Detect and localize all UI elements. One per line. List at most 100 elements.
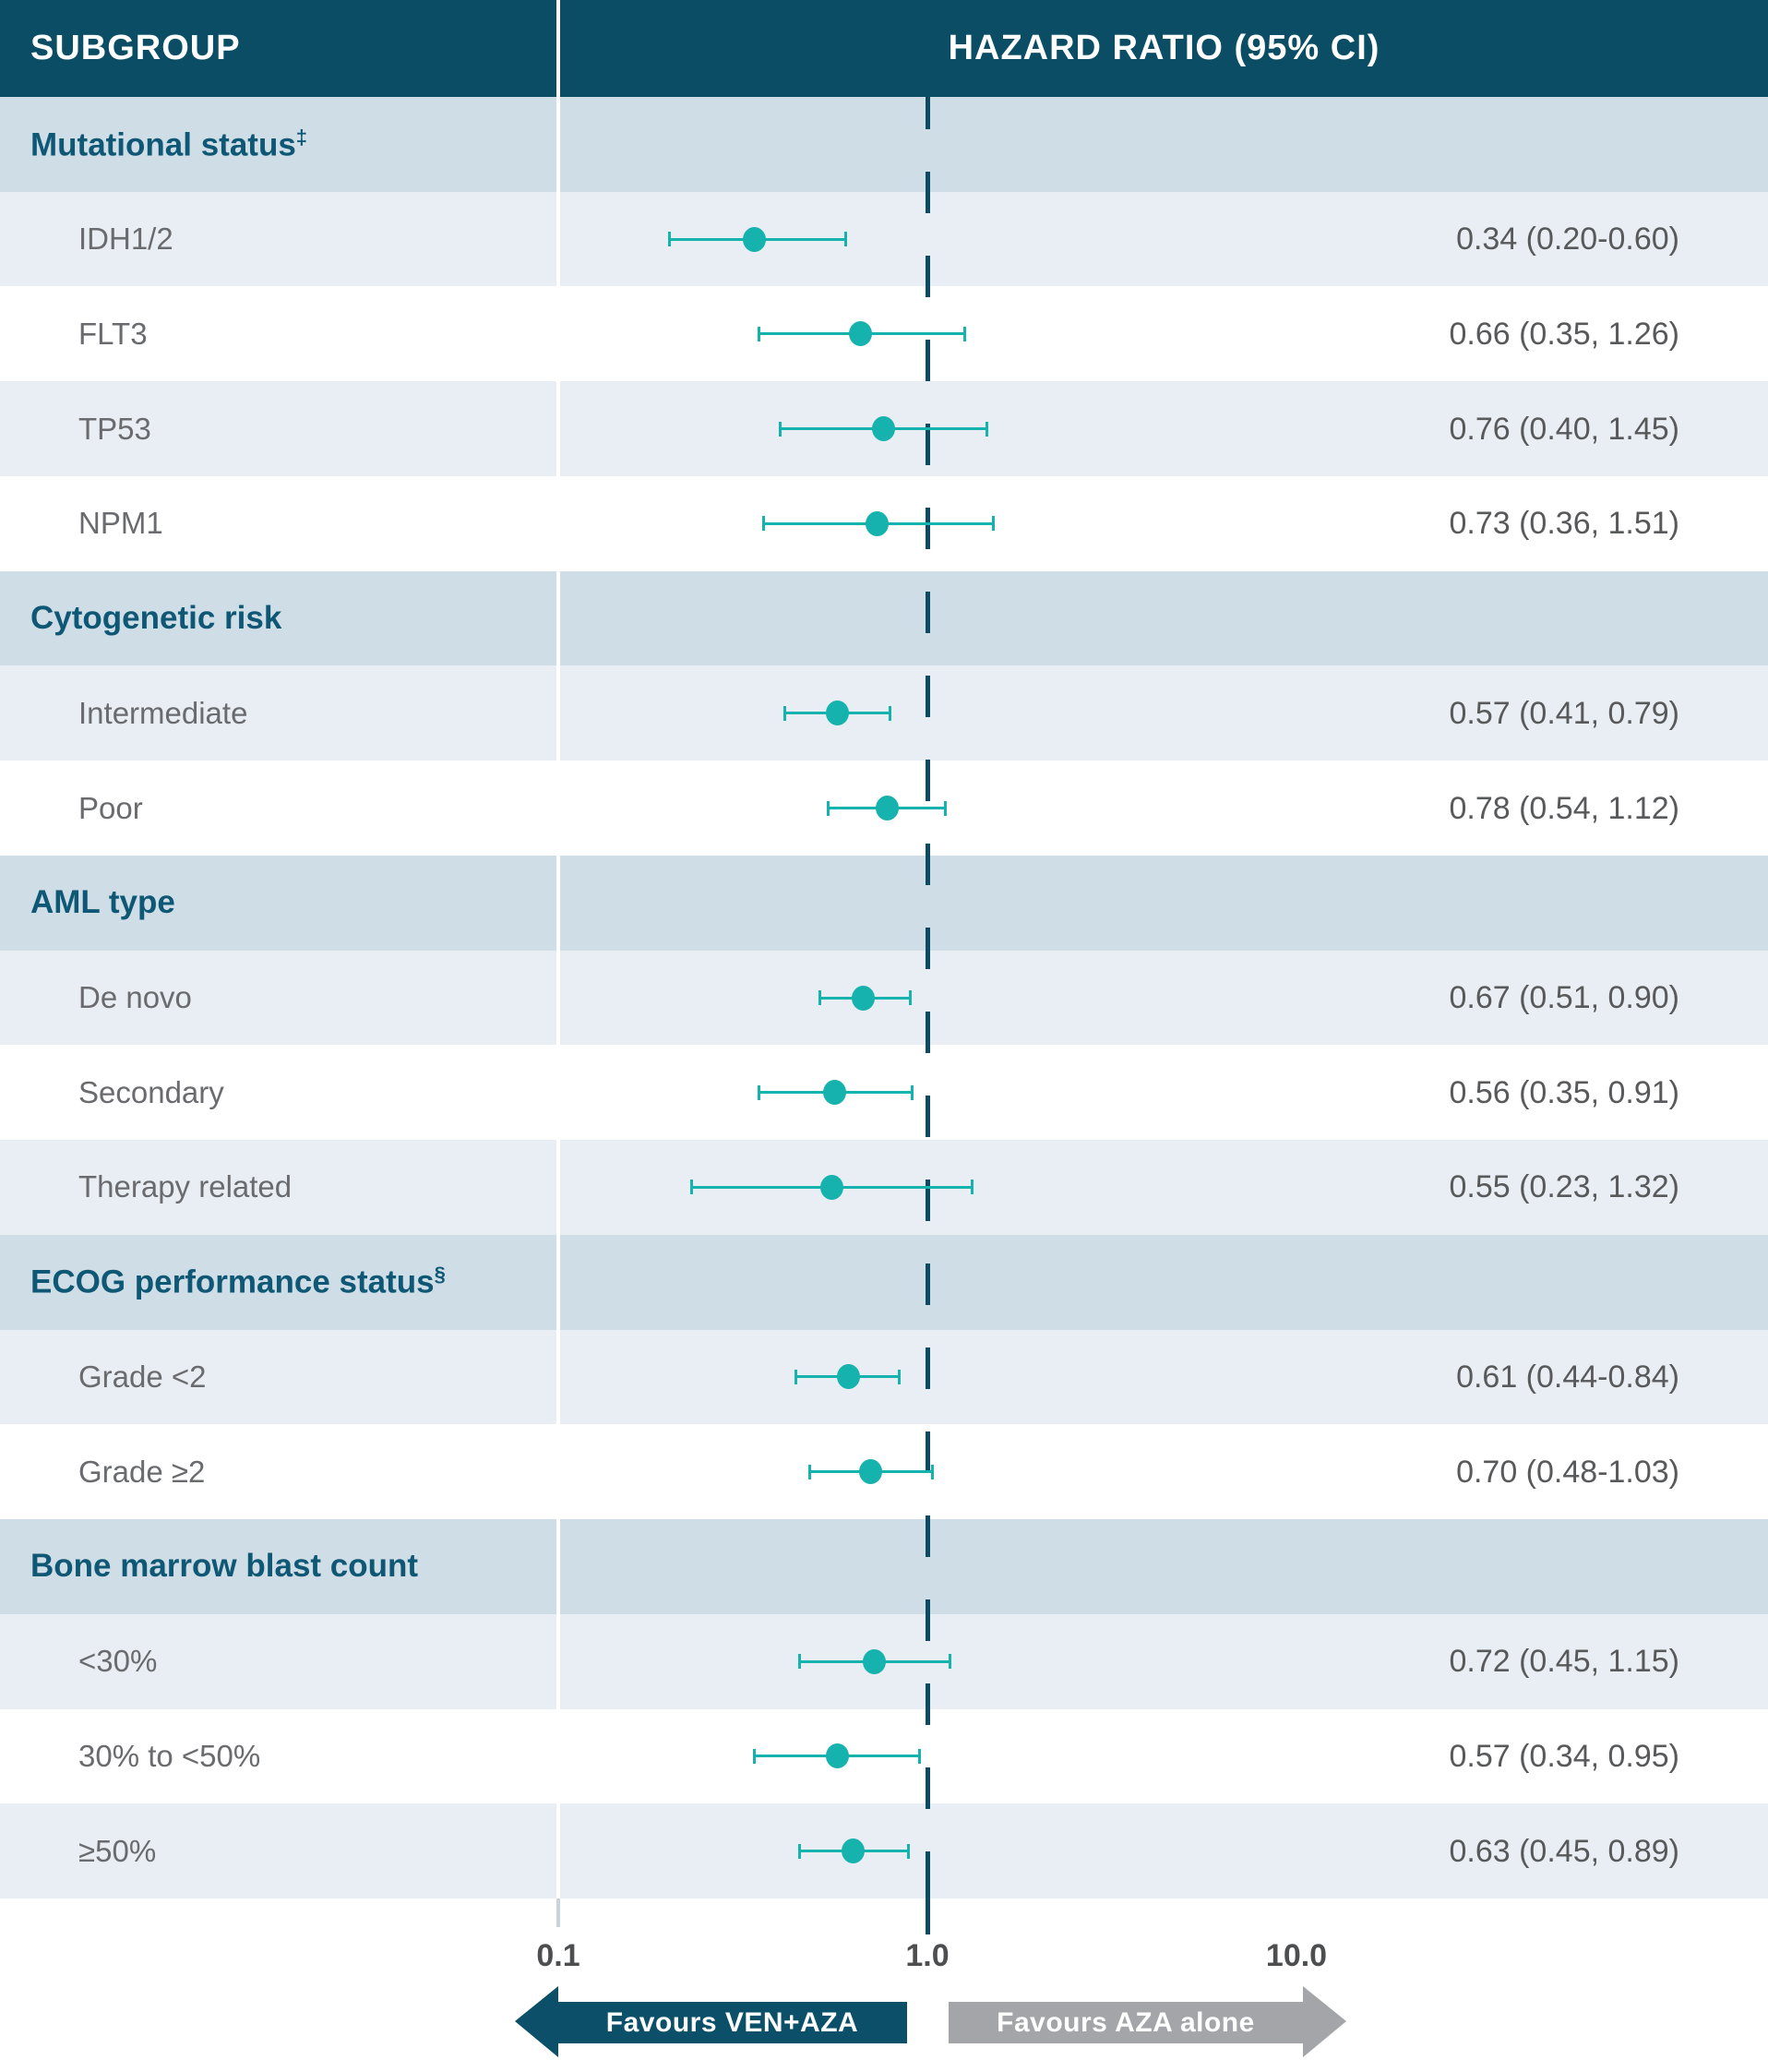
column-separator [556,0,560,1898]
section-row: Mutational status‡ [0,97,1768,192]
section-label: Mutational status‡ [30,125,308,163]
subgroup-label: NPM1 [78,506,163,541]
subgroup-label: Grade ≥2 [78,1454,206,1489]
table-header: SUBGROUP HAZARD RATIO (95% CI) [0,0,1768,97]
hazard-ratio-value: 0.76 (0.40, 1.45) [1449,411,1679,447]
ci-cap-right [917,1748,921,1764]
hazard-ratio-value: 0.55 (0.23, 1.32) [1449,1169,1679,1205]
subgroup-label: Poor [78,790,143,825]
hazard-ratio-value: 0.72 (0.45, 1.15) [1449,1644,1679,1680]
ci-cap-left [667,232,671,247]
hazard-ratio-point [836,1364,860,1390]
ci-cap-right [986,421,989,437]
hazard-ratio-value: 0.63 (0.45, 0.89) [1449,1833,1679,1869]
footnote-marker: ‡ [295,125,308,149]
hazard-ratio-value: 0.61 (0.44-0.84) [1456,1359,1679,1395]
ci-cap-right [944,800,948,816]
hazard-ratio-value: 0.78 (0.54, 1.12) [1449,790,1679,826]
section-row: ECOG performance status§ [0,1234,1768,1330]
section-row: Cytogenetic risk [0,570,1768,666]
hazard-ratio-value: 0.73 (0.36, 1.51) [1449,506,1679,542]
column-header-subgroup: SUBGROUP [30,0,547,97]
ci-cap-left [782,705,786,721]
hazard-ratio-point [842,1838,866,1864]
ci-cap-left [827,800,830,816]
column-header-hazard: HAZARD RATIO (95% CI) [560,0,1768,97]
favours-right-arrowhead-icon [1303,1986,1346,2057]
subgroup-label: IDH1/2 [78,222,173,257]
hazard-ratio-value: 0.67 (0.51, 0.90) [1449,980,1679,1015]
ci-cap-right [992,516,996,532]
subgroup-label: Therapy related [78,1169,293,1204]
hazard-ratio-point [858,1459,882,1485]
ci-cap-left [797,1654,801,1670]
ci-cap-right [911,1084,914,1100]
favours-right-arrow: Favours AZA alone [949,2002,1303,2043]
hazard-ratio-point [871,416,895,442]
ci-cap-right [909,990,913,1005]
hazard-ratio-point [822,1080,846,1106]
section-label: Cytogenetic risk [30,600,282,637]
subgroup-label: De novo [78,979,192,1014]
axis-tick-1.0 [926,1898,930,1934]
section-label: AML type [30,884,175,921]
table-row: IDH1/2 [0,191,1768,287]
hazard-ratio-point [825,701,849,726]
ci-cap-left [794,1369,797,1384]
subgroup-label: Intermediate [78,695,248,730]
subgroup-label: 30% to <50% [78,1738,261,1773]
ci-cap-left [797,1843,801,1859]
hazard-ratio-point [865,510,889,536]
hazard-ratio-value: 0.70 (0.48-1.03) [1456,1454,1679,1490]
ci-cap-left [758,1084,761,1100]
reference-line-1.0 [926,97,930,1898]
ci-cap-right [898,1369,902,1384]
hazard-ratio-point [851,985,875,1011]
subgroup-label: TP53 [78,411,151,446]
section-label: ECOG performance status§ [30,1263,446,1301]
ci-cap-left [779,421,782,437]
hazard-ratio-point [849,321,873,347]
section-row: Bone marrow blast count [0,1519,1768,1614]
ci-cap-right [843,232,847,247]
hazard-ratio-value: 0.66 (0.35, 1.26) [1449,316,1679,352]
hazard-ratio-point [819,1174,843,1200]
ci-cap-left [753,1748,757,1764]
hazard-ratio-point [743,226,767,252]
hazard-ratio-value: 0.34 (0.20-0.60) [1456,222,1679,258]
favours-left-arrowhead-icon [515,1986,558,2057]
ci-cap-right [970,1180,974,1195]
ci-cap-right [948,1654,951,1670]
ci-cap-left [758,326,761,341]
subgroup-label: FLT3 [78,316,148,351]
subgroup-label: Secondary [78,1074,224,1109]
axis-label-10.0: 10.0 [1265,1938,1328,1973]
footnote-marker: § [434,1263,446,1287]
favours-right-label: Favours AZA alone [997,2006,1255,2038]
hazard-ratio-value: 0.57 (0.34, 0.95) [1449,1738,1679,1774]
subgroup-label: ≥50% [78,1833,157,1868]
hazard-ratio-value: 0.57 (0.41, 0.79) [1449,695,1679,731]
axis-label-0.1: 0.1 [536,1938,580,1973]
hazard-ratio-value: 0.56 (0.35, 0.91) [1449,1074,1679,1110]
ci-cap-right [907,1843,911,1859]
hazard-header-label: HAZARD RATIO (95% CI) [948,29,1380,67]
ci-cap-right [962,326,966,341]
section-row: AML type [0,855,1768,951]
subgroup-label: <30% [78,1644,158,1679]
favours-left-label: Favours VEN+AZA [605,2006,859,2038]
subgroup-label: Grade <2 [78,1359,207,1394]
ci-cap-left [807,1464,811,1479]
ci-cap-right [930,1464,934,1479]
ci-cap-left [762,516,766,532]
ci-cap-right [888,705,891,721]
section-label: Bone marrow blast count [30,1548,419,1585]
axis-tick-0.1 [556,1898,560,1927]
hazard-ratio-point [825,1743,849,1769]
ci-cap-left [818,990,821,1005]
hazard-ratio-point [876,796,900,821]
ci-cap-left [690,1180,694,1195]
favours-left-arrow: Favours VEN+AZA [557,2002,907,2043]
hazard-ratio-point [863,1648,887,1674]
